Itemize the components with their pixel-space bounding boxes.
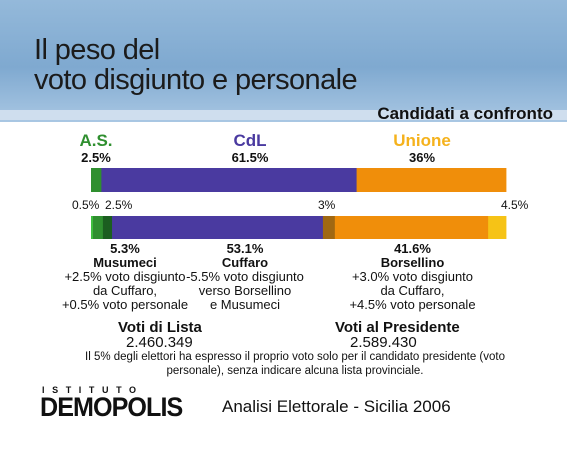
cuffaro-line-2: verso Borsellino (198, 283, 292, 298)
bar-2-segment-3 (102, 216, 113, 239)
label-as-text: A.S. (79, 131, 113, 150)
musumeci-line-1: +2.5% voto disgiunto (64, 269, 186, 284)
borsellino-pct: 41.6% (394, 241, 431, 256)
bar-1-segment-2 (101, 168, 358, 192)
bar-1-segment-3 (356, 168, 507, 192)
label-unione-text: Unione (393, 131, 451, 150)
bar-2-segment-4 (112, 216, 324, 239)
bar-2-segment-2 (92, 216, 104, 239)
label-unione: Unione (367, 131, 477, 151)
bar2-label-4-5: 4.5% (501, 198, 529, 212)
title-line-2: voto disgiunto e personale (34, 64, 358, 96)
bar-2-segment-1 (91, 216, 94, 239)
presidente-value: 2.589.430 (350, 334, 417, 351)
musumeci-line-2: da Cuffaro, (92, 283, 158, 298)
bar-2-segment-5 (322, 216, 336, 239)
borsellino-line-1: +3.0% voto disgiunto (351, 269, 474, 284)
bar-2-segment-7 (488, 216, 507, 239)
borsellino-name: Borsellino (380, 255, 445, 270)
lista-value: 2.460.349 (126, 334, 193, 351)
cuffaro-line-3: e Musumeci (209, 297, 281, 312)
analysis-caption: Analisi Elettorale - Sicilia 2006 (222, 397, 451, 416)
musumeci-pct: 5.3% (110, 241, 140, 256)
bar2-label-0-5: 0.5% (72, 198, 100, 212)
candidate-musumeci: 5.3% Musumeci +2.5% voto disgiunto da Cu… (60, 242, 190, 312)
musumeci-line-3: +0.5% voto personale (61, 297, 189, 312)
candidate-cuffaro: 53.1% Cuffaro -5.5% voto disgiunto verso… (180, 242, 310, 312)
title-line-1: Il peso del (34, 34, 160, 66)
bar2-label-3: 3% (318, 198, 336, 212)
header-band (0, 0, 567, 122)
chart-subtitle: Candidati a confronto (377, 104, 553, 123)
candidate-borsellino: 41.6% Borsellino +3.0% voto disgiunto da… (340, 242, 485, 312)
value-cdl: 61.5% (231, 150, 269, 165)
footnote: Il 5% degli elettori ha espresso il prop… (85, 351, 505, 377)
bar-2-segment-6 (334, 216, 489, 239)
cuffaro-line-1: -5.5% voto disgiunto (186, 269, 304, 284)
borsellino-line-3: +4.5% voto personale (349, 297, 476, 312)
bar-1-segment-1 (91, 168, 102, 192)
value-unione: 36% (408, 150, 436, 165)
label-cdl-text: CdL (233, 131, 267, 150)
cuffaro-name: Cuffaro (221, 255, 269, 270)
lista-label: Voti di Lista (118, 319, 202, 336)
label-as: A.S. (76, 131, 116, 151)
value-as: 2.5% (81, 150, 111, 165)
presidente-label: Voti al Presidente (335, 319, 460, 336)
borsellino-line-2: da Cuffaro, (380, 283, 445, 298)
label-cdl: CdL (190, 131, 310, 151)
musumeci-name: Musumeci (93, 255, 157, 270)
demopolis-logo: DEMOPOLIS (40, 392, 183, 422)
cuffaro-pct: 53.1% (226, 241, 264, 256)
istituto-label: ISTITUTO (42, 385, 144, 395)
bar2-label-2-5: 2.5% (105, 198, 133, 212)
bar-chart (91, 168, 507, 239)
header-stripe (0, 110, 567, 120)
